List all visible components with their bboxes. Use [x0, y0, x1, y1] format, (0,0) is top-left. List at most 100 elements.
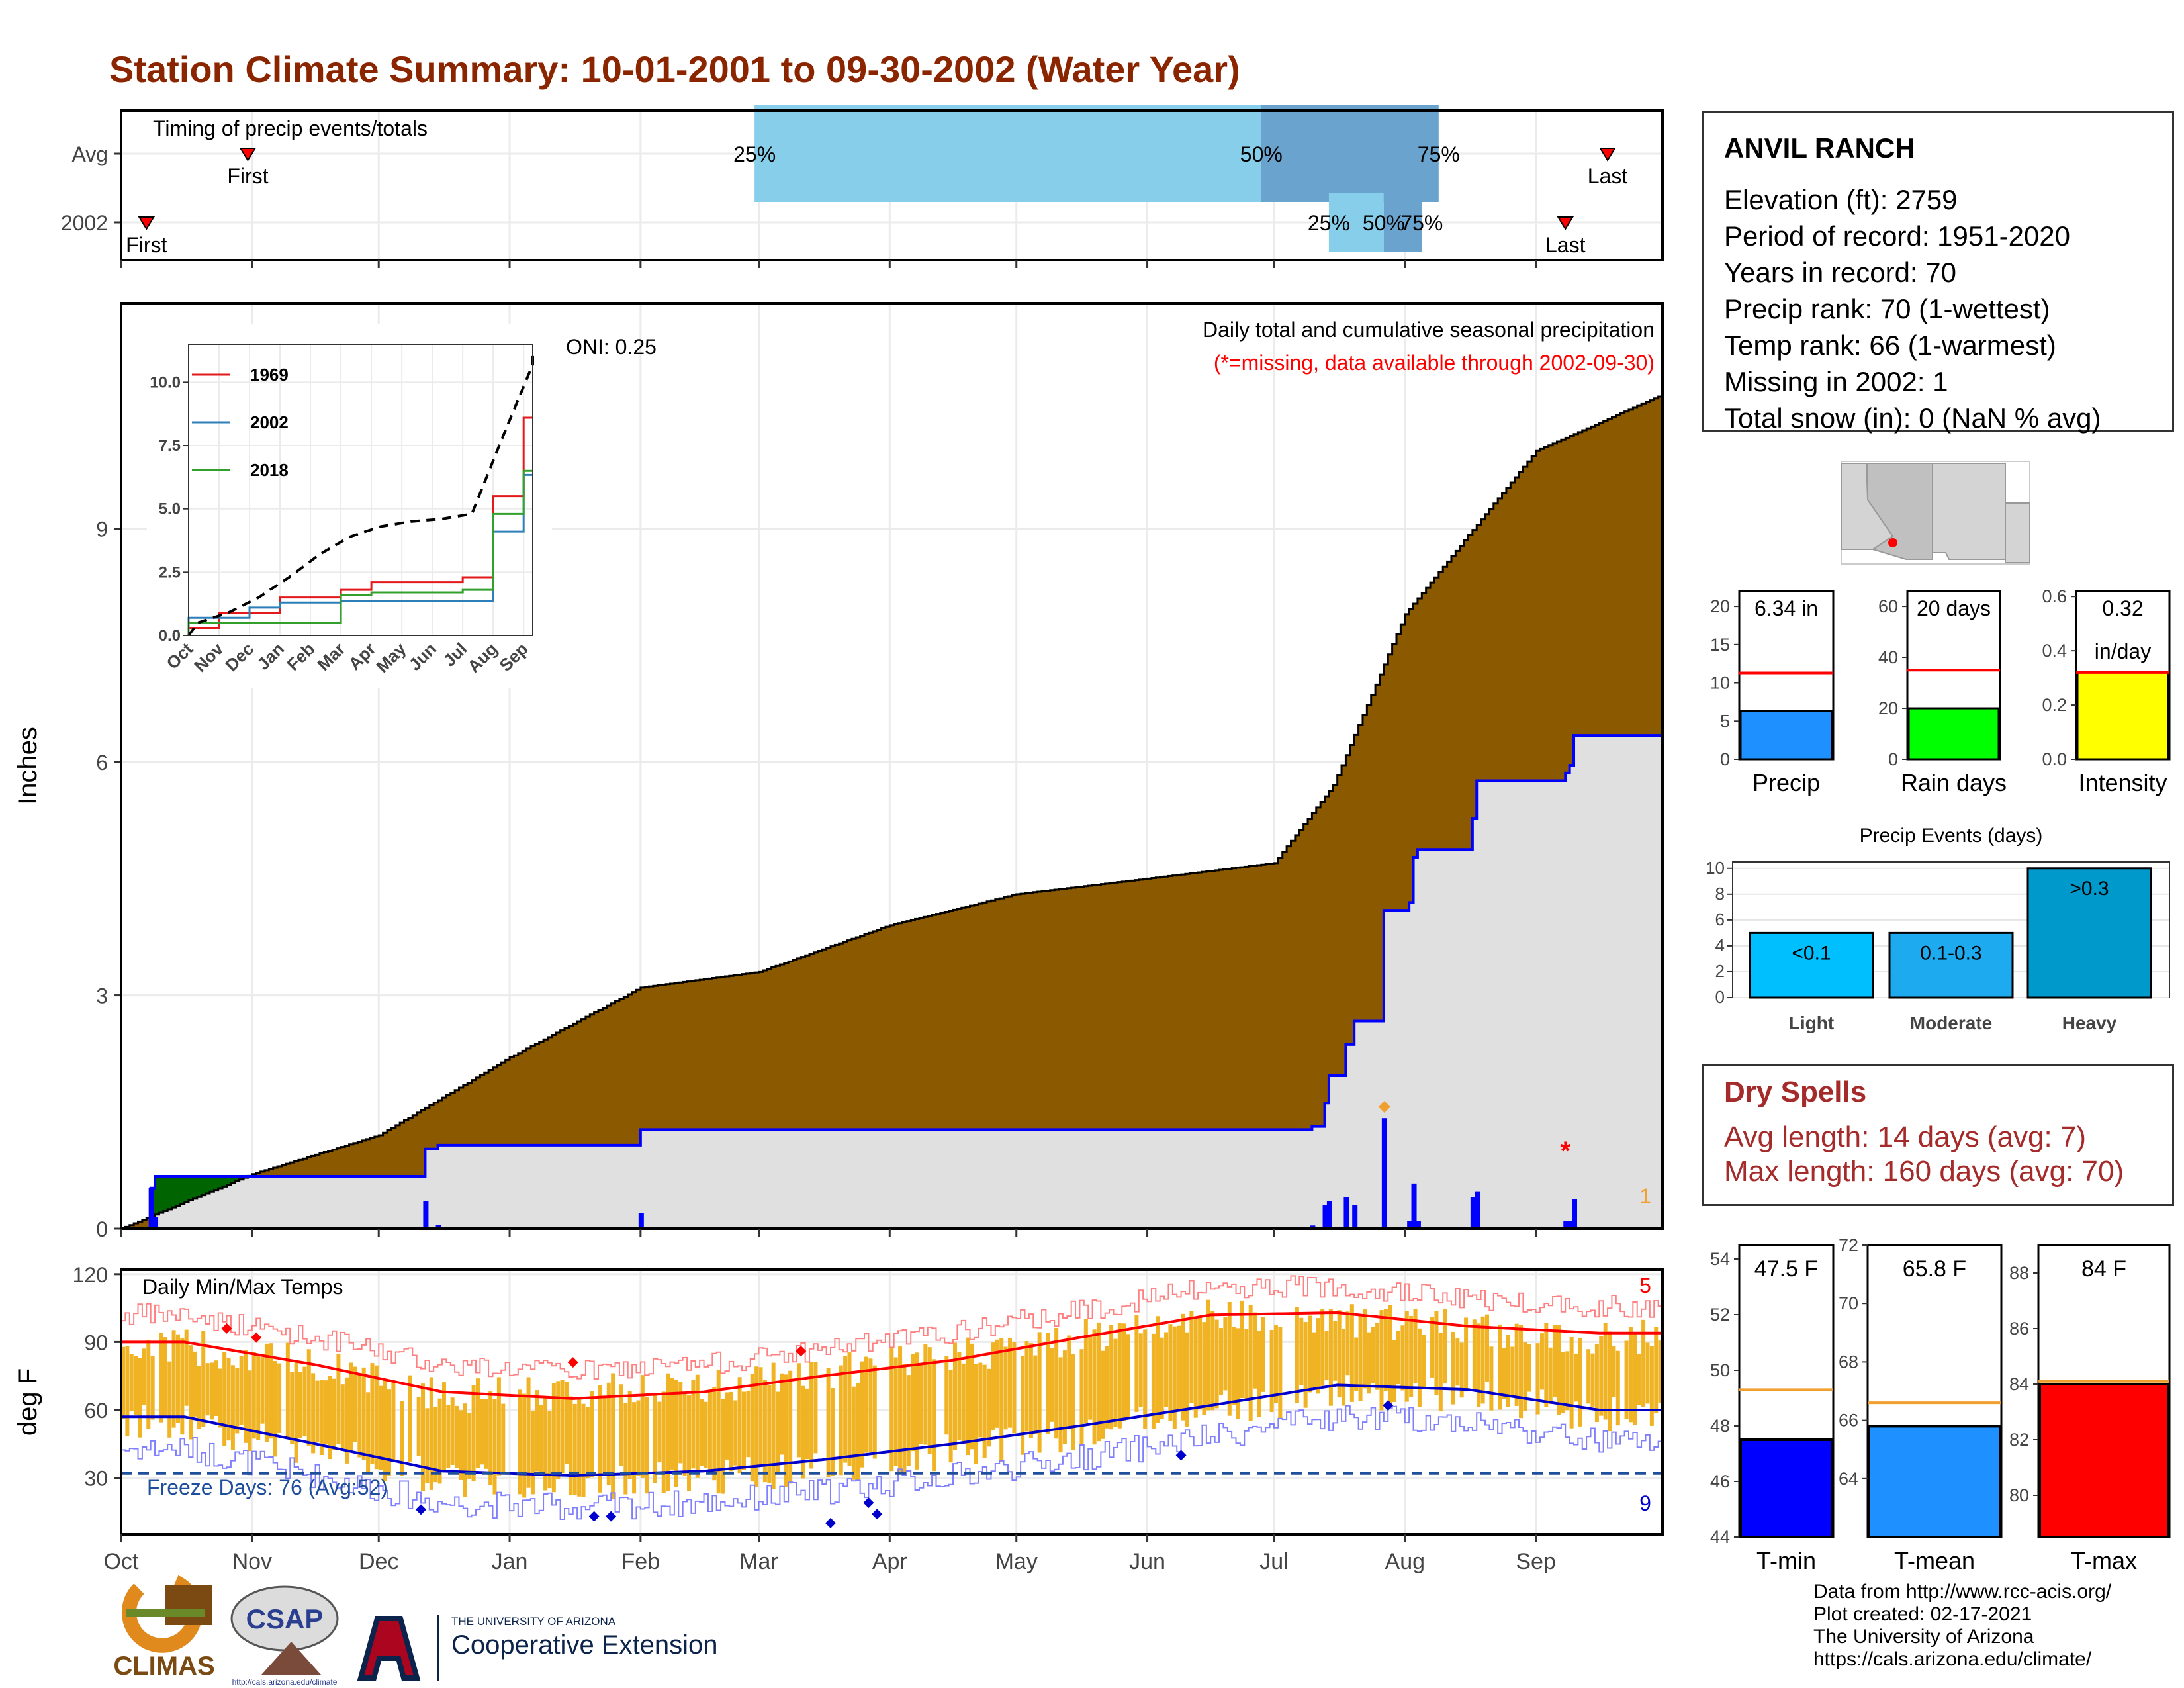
- credit-data-source[interactable]: Data from http://www.rcc-acis.org/: [1813, 1581, 2112, 1603]
- daily-temp-bar: [463, 1403, 467, 1497]
- daily-temp-bar: [1599, 1336, 1604, 1416]
- daily-temp-bar: [387, 1389, 391, 1476]
- daily-temp-bar: [632, 1402, 637, 1494]
- daily-temp-bar: [167, 1361, 172, 1438]
- temp-y-tick-label: 90: [84, 1331, 108, 1354]
- daily-temp-bar: [758, 1367, 763, 1466]
- daily-temp-bar: [345, 1377, 349, 1464]
- daily-temp-bar: [796, 1363, 801, 1458]
- daily-temp-bar: [1565, 1351, 1570, 1411]
- daily-temp-bar: [1557, 1325, 1561, 1415]
- temp-summary-bar: [2038, 1383, 2169, 1538]
- daily-temp-bar: [1024, 1341, 1029, 1432]
- daily-temp-bar: [813, 1362, 818, 1454]
- record-low-marker: [588, 1511, 600, 1522]
- credit-url[interactable]: https://cals.arizona.edu/climate/: [1813, 1648, 2092, 1670]
- daily-temp-bar: [771, 1362, 776, 1489]
- daily-temp-bar: [666, 1373, 670, 1491]
- daily-temp-bar: [674, 1380, 678, 1487]
- daily-temp-bar: [898, 1346, 903, 1472]
- station-snow: Total snow (in): 0 (NaN % avg): [1724, 402, 2101, 434]
- record-high-marker: [251, 1332, 262, 1343]
- daily-temp-bar: [1138, 1333, 1143, 1407]
- daily-temp-bar: [860, 1361, 864, 1468]
- first-event-label: First: [126, 233, 167, 257]
- daily-temp-bar: [712, 1386, 717, 1481]
- daily-temp-bar: [1519, 1325, 1524, 1419]
- daily-temp-bar: [1349, 1304, 1354, 1402]
- daily-temp-bar: [1594, 1343, 1599, 1423]
- daily-temp-bar: [522, 1393, 527, 1498]
- daily-precip-bar: [1352, 1205, 1358, 1229]
- daily-temp-bar: [577, 1397, 582, 1497]
- daily-temp-bar: [1561, 1352, 1565, 1413]
- inset-y-tick-label: 0.0: [159, 627, 181, 645]
- missing-note: (*=missing, data available through 2002-…: [1214, 351, 1655, 375]
- daily-temp-bar: [721, 1399, 725, 1494]
- inset-y-tick-label: 5.0: [159, 500, 181, 518]
- daily-temp-bar: [1603, 1323, 1608, 1420]
- inset-bg: [147, 324, 552, 688]
- credit-plot-created: Plot created: 02-17-2021: [1813, 1603, 2032, 1625]
- daily-temp-bar: [1037, 1332, 1042, 1453]
- events-bar-label: >0.3: [2070, 878, 2109, 900]
- daily-temp-bar: [1637, 1354, 1641, 1405]
- average-max-temp-line: [121, 1311, 1662, 1400]
- temp-summary-bar: [1868, 1425, 2001, 1538]
- daily-temp-bar: [1337, 1310, 1342, 1398]
- mini-chart-label: Rain days: [1901, 769, 2007, 796]
- daily-temp-bar: [1067, 1335, 1071, 1429]
- daily-temp-bar: [995, 1339, 999, 1428]
- daily-temp-bar: [501, 1403, 506, 1472]
- temp-summary-label: T-min: [1756, 1547, 1816, 1574]
- daily-temp-bar: [776, 1391, 780, 1472]
- daily-temp-bar: [1269, 1330, 1274, 1413]
- quartile-label: 25%: [1308, 211, 1350, 235]
- daily-temp-bar: [915, 1352, 919, 1470]
- daily-temp-bar: [957, 1352, 962, 1441]
- events-tick-label: 10: [1706, 858, 1725, 878]
- daily-temp-bar: [530, 1411, 535, 1495]
- daily-temp-bar: [906, 1375, 911, 1466]
- temp-y-axis-title: deg F: [13, 1368, 42, 1436]
- climas-logo-text: CLIMAS: [113, 1652, 214, 1681]
- record-low-marker: [1175, 1450, 1187, 1461]
- station-missing: Missing in 2002: 1: [1724, 366, 1948, 397]
- daily-temp-bar: [1299, 1317, 1304, 1385]
- precip-panel-border: [120, 302, 1664, 1230]
- record-low-marker: [606, 1511, 617, 1522]
- daily-temp-bar: [408, 1375, 412, 1462]
- daily-temp-bar: [226, 1357, 231, 1441]
- daily-precip-bar: [1475, 1191, 1480, 1229]
- daily-temp-bar: [349, 1362, 353, 1451]
- daily-temp-bar: [839, 1365, 843, 1476]
- station-info-box: ANVIL RANCH Elevation (ft): 2759 Period …: [1702, 111, 2174, 434]
- daily-temp-bar: [678, 1382, 683, 1464]
- observed-cumulative-line: [121, 734, 1662, 1230]
- daily-temp-bar: [1054, 1328, 1059, 1439]
- daily-temp-bar: [1472, 1319, 1477, 1389]
- events-category-label: Moderate: [1910, 1013, 1992, 1033]
- daily-temp-bar: [733, 1400, 738, 1466]
- events-tick-label: 8: [1715, 884, 1725, 904]
- station-period: Period of record: 1951-2020: [1724, 220, 2071, 252]
- daily-temp-bar: [1628, 1327, 1633, 1423]
- daily-temp-bar: [1105, 1346, 1109, 1429]
- daily-temp-bar: [627, 1391, 632, 1479]
- daily-temp-bar: [1223, 1317, 1228, 1391]
- record-low-count: 9: [1639, 1491, 1651, 1515]
- climas-logo-mark: [165, 1585, 212, 1625]
- map-state-texas: [2005, 502, 2030, 563]
- daily-temp-bar: [847, 1352, 852, 1466]
- daily-temp-bar: [1134, 1315, 1139, 1413]
- dry-spells-box: Dry Spells Avg length: 14 days (avg: 7) …: [1702, 1064, 2174, 1206]
- daily-temp-bar: [707, 1389, 712, 1474]
- daily-temp-bar: [691, 1380, 696, 1469]
- daily-precip-bar: [1343, 1197, 1349, 1229]
- daily-temp-bar: [1514, 1323, 1519, 1406]
- daily-temp-bar: [277, 1363, 282, 1433]
- daily-temp-bar: [729, 1391, 733, 1472]
- daily-temp-bar: [1003, 1346, 1008, 1430]
- daily-temp-bar: [251, 1352, 256, 1439]
- daily-precip-bar: [1411, 1183, 1417, 1229]
